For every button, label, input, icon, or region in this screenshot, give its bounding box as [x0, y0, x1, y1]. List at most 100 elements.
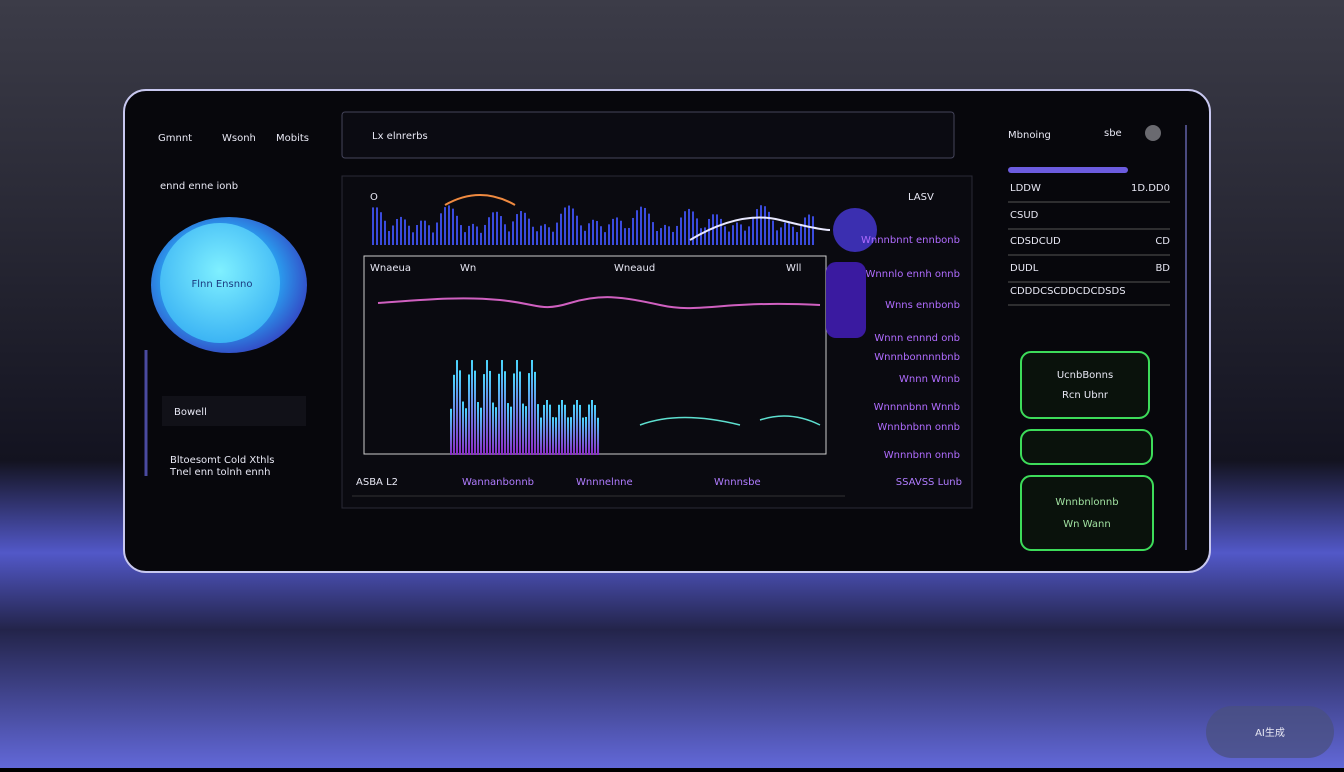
decor-bar — [780, 227, 782, 245]
decor-bar — [648, 213, 650, 245]
side-label: Wnnnbonnnnbnb — [874, 352, 960, 363]
decor-bar — [510, 406, 512, 455]
decor-bar — [476, 226, 478, 245]
decor-bar — [460, 225, 462, 245]
decor-bar — [792, 226, 794, 245]
button-label[interactable]: UcnbBonns — [1057, 370, 1113, 381]
row-label: LDDW — [1010, 183, 1041, 194]
decor-bar — [597, 417, 599, 455]
decor-bar — [436, 222, 438, 245]
decor-bar — [549, 404, 551, 455]
nav-item[interactable]: Wsonh — [222, 133, 256, 144]
decor-bar — [680, 217, 682, 245]
chart-tag: LASV — [908, 192, 934, 203]
decor-bar — [432, 232, 434, 245]
decor-bar — [412, 232, 414, 245]
decor-bar — [772, 220, 774, 245]
decor-line — [639, 415, 821, 426]
side-label: Wnnbnbnn onnb — [877, 422, 960, 433]
watermark-badge — [1206, 706, 1334, 758]
decor-bar — [537, 404, 539, 455]
orb-core — [160, 223, 280, 343]
avatar[interactable] — [1145, 125, 1161, 141]
decor-bar — [428, 225, 430, 245]
button[interactable] — [1020, 475, 1154, 551]
decor-line — [689, 216, 831, 241]
decor-bar — [576, 400, 578, 455]
footer-label: Wnnnelnne — [576, 477, 633, 488]
decor-bar — [568, 205, 570, 245]
decor-bar — [684, 211, 686, 245]
decor-bar — [552, 231, 554, 245]
decor-bar — [536, 231, 538, 245]
decor-line — [377, 296, 821, 310]
decor-bar — [552, 417, 554, 455]
decor-bar — [496, 211, 498, 245]
decor-bar — [744, 230, 746, 245]
decor-bar — [558, 404, 560, 455]
nav-item[interactable]: Gmnnt — [158, 133, 192, 144]
decor-bar — [380, 212, 382, 245]
decor-bar — [624, 228, 626, 245]
button-label[interactable]: Wnnbnlonnb — [1055, 497, 1118, 508]
decor-bar — [516, 214, 518, 245]
decor-bar — [396, 218, 398, 245]
decor-bar — [531, 360, 533, 455]
watermark: AI生成 — [1255, 726, 1285, 739]
decor-bar — [724, 226, 726, 245]
button-sub[interactable]: Rcn Ubnr — [1062, 390, 1109, 401]
decor-bar — [384, 220, 386, 245]
decor-bar — [525, 406, 527, 455]
decor-bar — [804, 217, 806, 245]
decor-bar — [440, 213, 442, 245]
decor-bar — [540, 225, 542, 245]
decor-bar — [720, 218, 722, 245]
decor-bar — [513, 373, 515, 455]
decor-bar — [507, 403, 509, 455]
decor-bar — [456, 360, 458, 455]
decor-bar — [564, 404, 566, 455]
row-value: BD — [1155, 263, 1170, 274]
row-label: DUDL — [1010, 263, 1039, 274]
decor-bar — [760, 205, 762, 245]
decor-line — [444, 194, 516, 206]
decor-bar — [764, 206, 766, 245]
decor-bar — [504, 224, 506, 245]
decor-bar — [540, 417, 542, 455]
decor-bar — [528, 218, 530, 245]
decor-bar — [588, 404, 590, 455]
decor-bar — [480, 232, 482, 245]
decor-bar — [543, 404, 545, 455]
decor-bar — [712, 214, 714, 245]
decor-bar — [561, 400, 563, 455]
decor-bar — [604, 232, 606, 245]
decor-bar — [492, 402, 494, 455]
button[interactable] — [1020, 429, 1153, 465]
decor-bar — [522, 403, 524, 455]
decor-bar — [489, 370, 491, 455]
decor-bar — [616, 217, 618, 245]
decor-bar — [468, 225, 470, 245]
decor-bar — [728, 231, 730, 245]
decor-bar — [508, 231, 510, 245]
field-label: Bowell — [174, 407, 207, 418]
button-sub[interactable]: Wn Wann — [1063, 519, 1110, 530]
decor-bar — [556, 222, 558, 245]
decor-bar — [572, 208, 574, 245]
decor-bar — [582, 417, 584, 455]
orb-label: Flnn Ensnno — [191, 279, 252, 290]
decor-bar — [534, 371, 536, 455]
side-label: Wnnn ennnd onb — [874, 333, 960, 344]
row-label: CDSDCUD — [1010, 236, 1061, 247]
decor-bar — [688, 208, 690, 245]
decor-bar — [483, 374, 485, 455]
decor-bar — [640, 206, 642, 245]
nav-item[interactable]: Mobits — [276, 133, 309, 144]
decor-bar — [668, 226, 670, 245]
decor-bar — [400, 216, 402, 245]
decor-bar — [453, 374, 455, 455]
button[interactable] — [1020, 351, 1150, 419]
side-label: Wnnnbnnt ennbonb — [861, 235, 960, 246]
decor-bar — [555, 417, 557, 455]
decor-bar — [416, 225, 418, 245]
